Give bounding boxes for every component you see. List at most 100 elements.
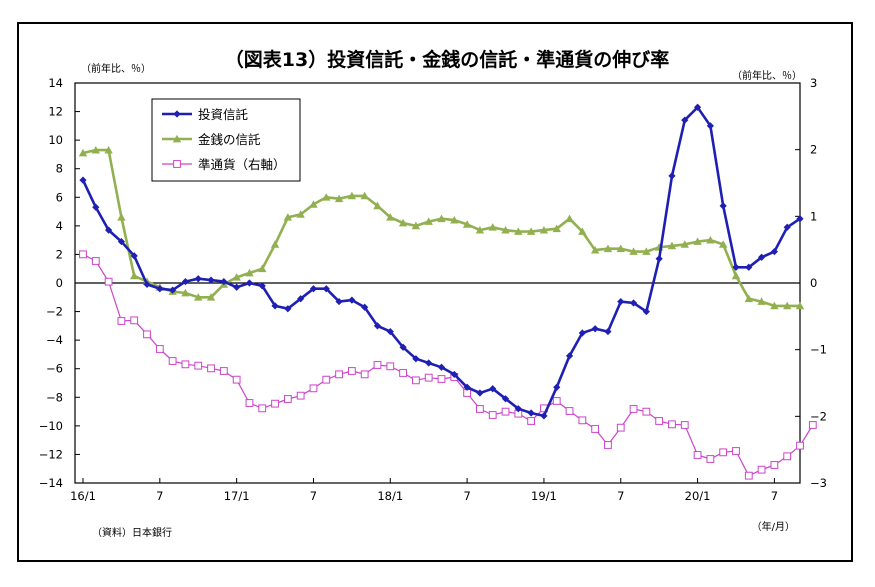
data-point bbox=[488, 411, 497, 419]
data-point bbox=[206, 293, 216, 301]
x-tick-label: 19/1 bbox=[531, 489, 557, 503]
data-point bbox=[719, 202, 727, 210]
data-point bbox=[220, 277, 228, 286]
data-point bbox=[565, 407, 574, 415]
data-point bbox=[616, 423, 625, 432]
data-point bbox=[629, 299, 638, 307]
data-point bbox=[386, 213, 395, 221]
series-layer bbox=[78, 103, 817, 480]
data-point bbox=[462, 220, 472, 228]
data-point bbox=[501, 407, 510, 416]
data-point bbox=[296, 391, 305, 400]
data-point bbox=[181, 277, 190, 286]
data-point bbox=[194, 293, 203, 301]
data-point bbox=[91, 145, 101, 154]
data-point bbox=[373, 201, 382, 210]
data-point bbox=[629, 405, 638, 413]
x-tick-label: 7 bbox=[310, 489, 317, 503]
data-point bbox=[181, 360, 190, 369]
data-point bbox=[488, 223, 497, 231]
legend-swatch-marker bbox=[173, 110, 181, 118]
data-point bbox=[335, 370, 343, 379]
left-tick-label: −6 bbox=[46, 362, 63, 376]
data-point bbox=[168, 357, 177, 365]
data-point bbox=[693, 237, 702, 245]
data-point bbox=[130, 252, 138, 260]
legend-swatch-marker bbox=[173, 160, 181, 168]
data-point bbox=[757, 253, 766, 261]
data-point bbox=[437, 363, 446, 371]
data-point bbox=[309, 384, 318, 393]
data-point bbox=[143, 330, 151, 339]
data-point bbox=[578, 329, 586, 337]
data-point bbox=[104, 145, 113, 154]
data-point bbox=[706, 122, 714, 130]
data-point bbox=[309, 285, 318, 293]
data-point bbox=[411, 221, 421, 230]
data-point bbox=[194, 361, 203, 370]
data-point bbox=[526, 227, 536, 235]
data-point bbox=[744, 294, 753, 303]
right-axis-unit: （前年比、％） bbox=[732, 69, 802, 82]
data-point bbox=[540, 412, 548, 420]
data-point bbox=[450, 370, 458, 379]
data-point bbox=[245, 268, 254, 277]
data-point bbox=[425, 359, 433, 367]
data-point bbox=[91, 257, 100, 265]
legend-swatch-marker bbox=[172, 134, 182, 143]
left-tick-label: 8 bbox=[56, 162, 63, 176]
data-point bbox=[565, 214, 574, 223]
data-point bbox=[412, 355, 420, 363]
legend-item: 準通貨（右軸） bbox=[162, 157, 286, 172]
x-tick-label: 17/1 bbox=[224, 489, 250, 503]
data-point bbox=[194, 275, 202, 283]
data-point bbox=[92, 203, 100, 211]
right-tick-label: 0 bbox=[810, 276, 817, 290]
data-point bbox=[718, 240, 728, 248]
data-point bbox=[386, 327, 394, 336]
left-axis: 14 12 10 8 6 4 2 0 −2 −4 −6 −8 −10 −12 −14 bbox=[39, 76, 80, 490]
data-point bbox=[667, 241, 677, 250]
data-point bbox=[731, 271, 741, 280]
chart-title: （図表13）投資信託・金銭の信託・準通貨の伸び率 bbox=[225, 48, 669, 71]
data-point bbox=[347, 367, 356, 375]
data-point bbox=[232, 273, 241, 281]
legend-label: 金銭の信託 bbox=[198, 132, 261, 147]
data-point bbox=[565, 352, 574, 360]
right-tick-label: −3 bbox=[810, 476, 827, 490]
data-point bbox=[296, 210, 305, 218]
data-point bbox=[655, 417, 664, 425]
data-point bbox=[668, 172, 676, 180]
data-point bbox=[232, 375, 241, 384]
data-point bbox=[719, 448, 728, 457]
data-point bbox=[501, 225, 510, 234]
data-point bbox=[476, 405, 484, 413]
data-point bbox=[757, 297, 766, 305]
data-point bbox=[578, 416, 587, 425]
data-point bbox=[617, 297, 625, 306]
data-point bbox=[78, 148, 88, 157]
data-point bbox=[642, 407, 651, 416]
data-point bbox=[629, 247, 638, 255]
data-point bbox=[360, 191, 369, 200]
data-point bbox=[424, 373, 433, 382]
data-point bbox=[130, 316, 139, 325]
data-point bbox=[437, 375, 446, 383]
left-tick-label: 14 bbox=[48, 76, 63, 90]
data-point bbox=[680, 240, 689, 248]
data-point bbox=[398, 218, 408, 227]
data-point bbox=[399, 343, 407, 351]
left-axis-unit: （前年比、％） bbox=[81, 62, 151, 75]
data-point bbox=[283, 395, 292, 403]
data-point bbox=[130, 271, 139, 280]
data-point bbox=[693, 451, 702, 459]
data-point bbox=[552, 224, 561, 233]
data-point bbox=[604, 441, 612, 449]
data-point bbox=[105, 226, 113, 234]
data-point bbox=[539, 225, 549, 234]
data-point bbox=[258, 282, 266, 290]
data-point bbox=[655, 255, 663, 263]
series-line bbox=[82, 253, 814, 477]
right-axis: 3 2 1 0 −1 −2 −3 bbox=[795, 76, 827, 490]
data-point bbox=[181, 288, 190, 297]
